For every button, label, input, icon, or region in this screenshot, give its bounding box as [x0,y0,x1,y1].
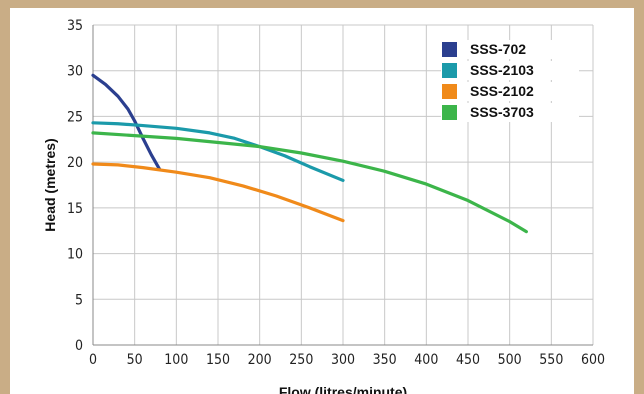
chart-panel: 0 50 100 150 200 250 300 350 400 450 500 550 600 0 5 1… [10,8,634,394]
legend-label: SSS-2102 [470,83,534,99]
y-ticks: 0 5 10 15 20 25 30 35 [67,18,83,354]
x-ticks: 0 50 100 150 200 250 300 350 400 450 500 550 600 [89,352,605,368]
y-axis-label: Head (metres) [42,138,58,231]
legend-swatch [442,84,457,99]
legend-bg [441,61,579,80]
x-tick-label: 550 [539,352,563,368]
legend-bg [441,103,579,122]
x-tick-label: 400 [414,352,438,368]
legend: SSS-702 SSS-2103 SSS-2102 SSS-3703 [441,40,579,122]
x-tick-label: 350 [373,352,397,368]
y-tick-label: 35 [67,18,83,34]
x-axis-label: Flow (litres/minute) [279,384,407,394]
legend-bg [441,40,579,59]
series-line-sss-2103 [91,121,345,183]
x-tick-label: 600 [581,352,605,368]
series-line-sss-2102 [91,162,345,223]
y-tick-label: 25 [67,109,83,125]
x-tick-label: 200 [248,352,272,368]
legend-swatch [442,63,457,78]
chart-svg: 0 50 100 150 200 250 300 350 400 450 500 550 600 0 5 1… [42,18,605,394]
y-tick-label: 5 [75,292,83,308]
x-tick-label: 250 [289,352,313,368]
y-tick-label: 10 [67,247,83,263]
y-tick-label: 0 [75,338,83,354]
x-tick-label: 100 [164,352,188,368]
series-line-sss-702 [91,73,162,172]
legend-swatch [442,42,457,57]
legend-swatch [442,105,457,120]
x-tick-label: 450 [456,352,480,368]
x-tick-label: 500 [498,352,522,368]
y-tick-label: 30 [67,64,83,80]
legend-bg [441,82,579,101]
x-tick-label: 50 [127,352,143,368]
x-tick-label: 0 [89,352,97,368]
series-line-sss-3703 [91,131,528,234]
y-tick-label: 15 [67,201,83,217]
series-lines [91,73,528,234]
legend-label: SSS-3703 [470,104,534,120]
legend-label: SSS-702 [470,41,526,57]
x-tick-label: 300 [331,352,355,368]
y-tick-label: 20 [67,155,83,171]
x-tick-label: 150 [206,352,230,368]
legend-label: SSS-2103 [470,62,534,78]
